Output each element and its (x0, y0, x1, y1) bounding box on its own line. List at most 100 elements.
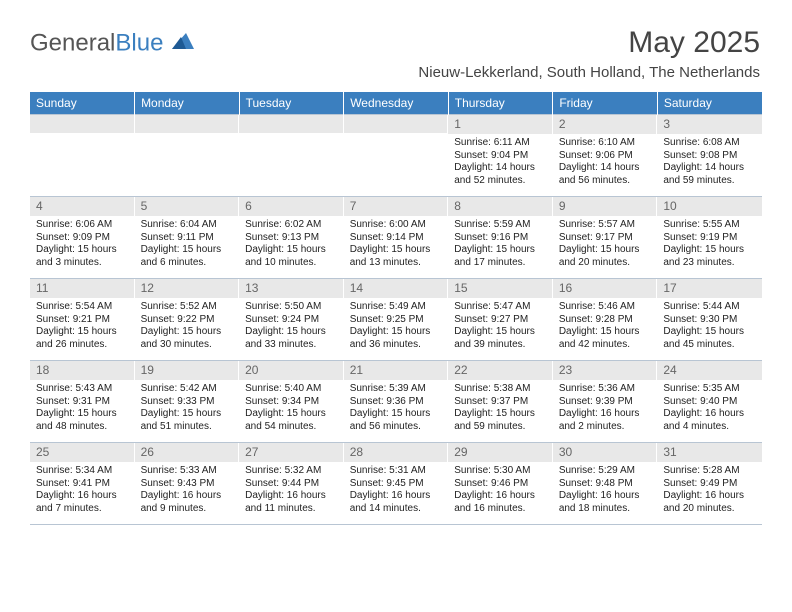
day-details: Sunrise: 5:32 AMSunset: 9:44 PMDaylight:… (239, 462, 344, 521)
day-details: Sunrise: 5:33 AMSunset: 9:43 PMDaylight:… (135, 462, 240, 521)
page-title: May 2025 (628, 26, 760, 60)
day-details: Sunrise: 5:39 AMSunset: 9:36 PMDaylight:… (344, 380, 449, 439)
calendar-cell: 23Sunrise: 5:36 AMSunset: 9:39 PMDayligh… (553, 361, 658, 443)
day-number: 9 (553, 197, 658, 216)
day-details: Sunrise: 6:04 AMSunset: 9:11 PMDaylight:… (135, 216, 240, 275)
calendar-cell: 5Sunrise: 6:04 AMSunset: 9:11 PMDaylight… (135, 197, 240, 279)
day-number: 12 (135, 279, 240, 298)
calendar-cell: 28Sunrise: 5:31 AMSunset: 9:45 PMDayligh… (344, 443, 449, 525)
day-details: Sunrise: 5:38 AMSunset: 9:37 PMDaylight:… (448, 380, 553, 439)
day-details: Sunrise: 5:31 AMSunset: 9:45 PMDaylight:… (344, 462, 449, 521)
day-details: Sunrise: 6:06 AMSunset: 9:09 PMDaylight:… (30, 216, 135, 275)
weekday-header: Thursday (448, 92, 553, 115)
day-details: Sunrise: 6:08 AMSunset: 9:08 PMDaylight:… (657, 134, 762, 193)
day-details: Sunrise: 5:44 AMSunset: 9:30 PMDaylight:… (657, 298, 762, 357)
day-number: 25 (30, 443, 135, 462)
day-number: 19 (135, 361, 240, 380)
day-number: 20 (239, 361, 344, 380)
location-subtitle: Nieuw-Lekkerland, South Holland, The Net… (418, 64, 760, 81)
day-number (344, 115, 449, 133)
day-details: Sunrise: 5:46 AMSunset: 9:28 PMDaylight:… (553, 298, 658, 357)
day-number (239, 115, 344, 133)
calendar-cell: 16Sunrise: 5:46 AMSunset: 9:28 PMDayligh… (553, 279, 658, 361)
calendar-row: 11Sunrise: 5:54 AMSunset: 9:21 PMDayligh… (30, 279, 762, 361)
calendar-cell: 25Sunrise: 5:34 AMSunset: 9:41 PMDayligh… (30, 443, 135, 525)
day-number: 31 (657, 443, 762, 462)
day-number: 27 (239, 443, 344, 462)
day-number: 8 (448, 197, 553, 216)
day-number: 1 (448, 115, 553, 134)
day-number: 28 (344, 443, 449, 462)
calendar-cell: 15Sunrise: 5:47 AMSunset: 9:27 PMDayligh… (448, 279, 553, 361)
day-number: 3 (657, 115, 762, 134)
calendar-cell: 29Sunrise: 5:30 AMSunset: 9:46 PMDayligh… (448, 443, 553, 525)
day-details: Sunrise: 5:49 AMSunset: 9:25 PMDaylight:… (344, 298, 449, 357)
day-number: 2 (553, 115, 658, 134)
day-number: 18 (30, 361, 135, 380)
day-number: 21 (344, 361, 449, 380)
day-details: Sunrise: 5:36 AMSunset: 9:39 PMDaylight:… (553, 380, 658, 439)
day-number: 29 (448, 443, 553, 462)
calendar-cell: 2Sunrise: 6:10 AMSunset: 9:06 PMDaylight… (553, 115, 658, 197)
brand-logo: GeneralBlue (30, 28, 194, 60)
day-details (344, 133, 449, 142)
calendar-cell: 9Sunrise: 5:57 AMSunset: 9:17 PMDaylight… (553, 197, 658, 279)
weekday-header: Tuesday (239, 92, 344, 115)
day-number: 24 (657, 361, 762, 380)
calendar-cell: 10Sunrise: 5:55 AMSunset: 9:19 PMDayligh… (657, 197, 762, 279)
day-details: Sunrise: 5:28 AMSunset: 9:49 PMDaylight:… (657, 462, 762, 521)
day-number: 16 (553, 279, 658, 298)
weekday-header: Sunday (30, 92, 135, 115)
day-details: Sunrise: 6:02 AMSunset: 9:13 PMDaylight:… (239, 216, 344, 275)
calendar-cell: 22Sunrise: 5:38 AMSunset: 9:37 PMDayligh… (448, 361, 553, 443)
day-details: Sunrise: 5:57 AMSunset: 9:17 PMDaylight:… (553, 216, 658, 275)
calendar-cell: 18Sunrise: 5:43 AMSunset: 9:31 PMDayligh… (30, 361, 135, 443)
day-details: Sunrise: 5:50 AMSunset: 9:24 PMDaylight:… (239, 298, 344, 357)
logo-triangle-icon (172, 28, 194, 56)
day-details: Sunrise: 5:29 AMSunset: 9:48 PMDaylight:… (553, 462, 658, 521)
calendar-cell (344, 115, 449, 197)
calendar-row: 1Sunrise: 6:11 AMSunset: 9:04 PMDaylight… (30, 115, 762, 197)
day-number: 5 (135, 197, 240, 216)
day-details (135, 133, 240, 142)
calendar-cell: 27Sunrise: 5:32 AMSunset: 9:44 PMDayligh… (239, 443, 344, 525)
calendar-cell: 11Sunrise: 5:54 AMSunset: 9:21 PMDayligh… (30, 279, 135, 361)
day-details: Sunrise: 6:00 AMSunset: 9:14 PMDaylight:… (344, 216, 449, 275)
calendar-cell: 26Sunrise: 5:33 AMSunset: 9:43 PMDayligh… (135, 443, 240, 525)
day-details: Sunrise: 6:10 AMSunset: 9:06 PMDaylight:… (553, 134, 658, 193)
day-number: 23 (553, 361, 658, 380)
day-number: 4 (30, 197, 135, 216)
calendar-cell: 17Sunrise: 5:44 AMSunset: 9:30 PMDayligh… (657, 279, 762, 361)
day-details: Sunrise: 6:11 AMSunset: 9:04 PMDaylight:… (448, 134, 553, 193)
day-number: 13 (239, 279, 344, 298)
day-number (135, 115, 240, 133)
calendar-cell (135, 115, 240, 197)
calendar-cell: 3Sunrise: 6:08 AMSunset: 9:08 PMDaylight… (657, 115, 762, 197)
day-number: 11 (30, 279, 135, 298)
day-details: Sunrise: 5:52 AMSunset: 9:22 PMDaylight:… (135, 298, 240, 357)
weekday-header: Wednesday (344, 92, 449, 115)
calendar-cell: 20Sunrise: 5:40 AMSunset: 9:34 PMDayligh… (239, 361, 344, 443)
day-number: 14 (344, 279, 449, 298)
day-number: 30 (553, 443, 658, 462)
day-number (30, 115, 135, 133)
day-number: 22 (448, 361, 553, 380)
day-number: 17 (657, 279, 762, 298)
day-number: 15 (448, 279, 553, 298)
calendar-cell: 13Sunrise: 5:50 AMSunset: 9:24 PMDayligh… (239, 279, 344, 361)
calendar-row: 18Sunrise: 5:43 AMSunset: 9:31 PMDayligh… (30, 361, 762, 443)
brand-part1: General (30, 29, 115, 56)
calendar-cell: 30Sunrise: 5:29 AMSunset: 9:48 PMDayligh… (553, 443, 658, 525)
day-details: Sunrise: 5:34 AMSunset: 9:41 PMDaylight:… (30, 462, 135, 521)
calendar-cell: 6Sunrise: 6:02 AMSunset: 9:13 PMDaylight… (239, 197, 344, 279)
day-details (239, 133, 344, 142)
calendar-cell: 4Sunrise: 6:06 AMSunset: 9:09 PMDaylight… (30, 197, 135, 279)
calendar-cell: 12Sunrise: 5:52 AMSunset: 9:22 PMDayligh… (135, 279, 240, 361)
weekday-header: Friday (553, 92, 658, 115)
day-details: Sunrise: 5:55 AMSunset: 9:19 PMDaylight:… (657, 216, 762, 275)
calendar-cell: 24Sunrise: 5:35 AMSunset: 9:40 PMDayligh… (657, 361, 762, 443)
weekday-header: Monday (135, 92, 240, 115)
calendar-table: Sunday Monday Tuesday Wednesday Thursday… (30, 92, 762, 525)
calendar-cell (239, 115, 344, 197)
day-details: Sunrise: 5:54 AMSunset: 9:21 PMDaylight:… (30, 298, 135, 357)
